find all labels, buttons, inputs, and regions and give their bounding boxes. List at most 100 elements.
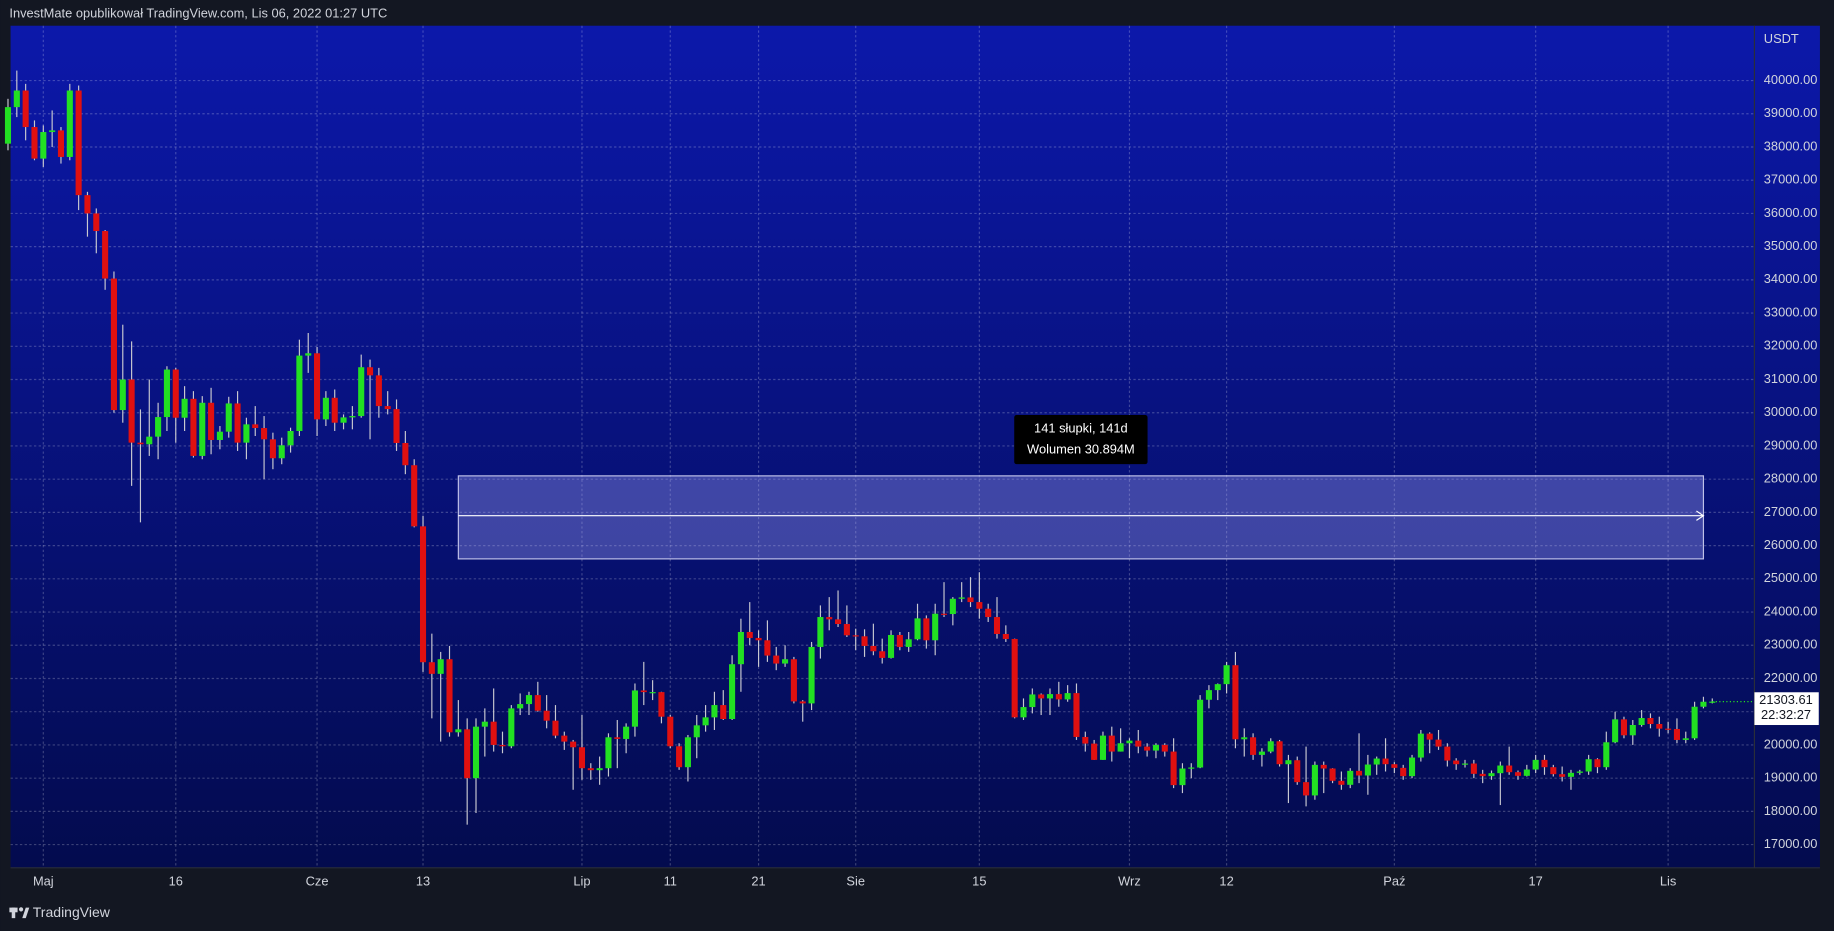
candle — [720, 690, 727, 721]
candle-body — [517, 704, 524, 709]
candle — [1320, 761, 1327, 794]
candle — [446, 645, 453, 737]
candle-body — [1550, 767, 1557, 775]
candle-body — [1541, 759, 1548, 768]
candle — [596, 756, 603, 785]
candle — [835, 590, 842, 628]
candle — [128, 341, 135, 486]
candle — [1585, 754, 1592, 775]
candle — [782, 645, 789, 667]
candle — [1046, 688, 1054, 716]
candle — [1055, 681, 1062, 707]
candle-body — [711, 705, 718, 718]
candle — [1532, 754, 1539, 774]
candle-body — [693, 725, 700, 738]
candle-body — [1055, 694, 1062, 700]
candle-body — [1603, 742, 1610, 768]
candle-body — [261, 428, 268, 440]
candle — [1373, 756, 1380, 775]
candle — [1541, 754, 1548, 775]
y-tick-label: 17000.00 — [1764, 836, 1818, 851]
candle — [1364, 754, 1371, 795]
candle — [1638, 710, 1645, 727]
candle — [843, 605, 850, 637]
candle-body — [216, 431, 223, 440]
candle-body — [1011, 638, 1018, 718]
candle — [1497, 761, 1504, 806]
candle-body — [508, 708, 515, 747]
candle-body — [993, 617, 1001, 634]
candle — [1665, 721, 1672, 734]
candle — [234, 391, 241, 451]
candle-body — [322, 397, 329, 420]
candle — [561, 731, 568, 750]
candle — [1356, 733, 1363, 784]
candle — [1170, 738, 1177, 789]
candle-body — [1373, 758, 1380, 765]
candle-body — [1170, 751, 1177, 786]
candle-body — [1461, 763, 1469, 765]
candle-body — [1223, 665, 1230, 685]
candle — [755, 630, 762, 667]
candle-body — [1038, 694, 1045, 699]
candle — [84, 191, 91, 237]
range-tooltip-bars: 141 słupki, 141d — [1034, 420, 1128, 435]
candle — [1303, 746, 1310, 807]
candle — [1603, 731, 1610, 770]
candle-body — [234, 403, 241, 443]
candle-body — [764, 640, 771, 656]
candle-body — [570, 741, 577, 748]
candle — [552, 705, 559, 739]
candle-body — [605, 737, 612, 769]
candle — [1241, 728, 1248, 757]
candle-body — [835, 619, 842, 625]
candle — [437, 651, 444, 742]
x-tick-label: 11 — [664, 873, 677, 888]
candle-body — [172, 369, 179, 418]
candle — [1470, 759, 1477, 779]
candle-body — [455, 729, 462, 733]
y-tick-label: 32000.00 — [1764, 338, 1818, 353]
candle-body — [1276, 741, 1283, 765]
candle — [428, 633, 435, 719]
candle-body — [1532, 759, 1539, 770]
candle — [40, 125, 47, 167]
countdown-label: 22:32:27 — [1761, 707, 1811, 722]
candle-body — [658, 692, 665, 717]
x-tick-label: 12 — [1219, 873, 1233, 888]
candle-body — [1364, 764, 1371, 776]
candle-body — [940, 613, 948, 615]
candle — [402, 431, 409, 475]
candle-body — [13, 90, 20, 108]
candle-body — [1612, 719, 1619, 743]
candle — [985, 603, 992, 623]
candle-body — [1594, 759, 1601, 768]
candle-body — [243, 424, 250, 443]
candle — [181, 386, 188, 432]
candle — [1506, 746, 1513, 775]
candle — [1329, 768, 1336, 784]
candle — [1576, 769, 1583, 775]
candle — [1550, 764, 1557, 777]
candle — [1020, 698, 1027, 721]
y-tick-label: 37000.00 — [1764, 172, 1818, 187]
candle — [331, 389, 338, 432]
candle — [1197, 695, 1204, 769]
candle — [1064, 685, 1071, 702]
candle — [102, 230, 109, 290]
candle-body — [1020, 707, 1027, 718]
candle — [1188, 763, 1195, 779]
candle-body — [985, 608, 992, 618]
logo — [9, 907, 30, 919]
candle — [1108, 726, 1115, 762]
candle-body — [1126, 740, 1133, 744]
y-tick-label: 19000.00 — [1764, 770, 1818, 785]
candle — [808, 641, 815, 711]
x-tick-label: Sie — [846, 873, 865, 888]
candle-body — [896, 634, 903, 647]
candle-body — [1435, 739, 1442, 747]
candle-body — [446, 659, 453, 733]
candle-body — [949, 598, 956, 615]
candle — [896, 631, 903, 651]
